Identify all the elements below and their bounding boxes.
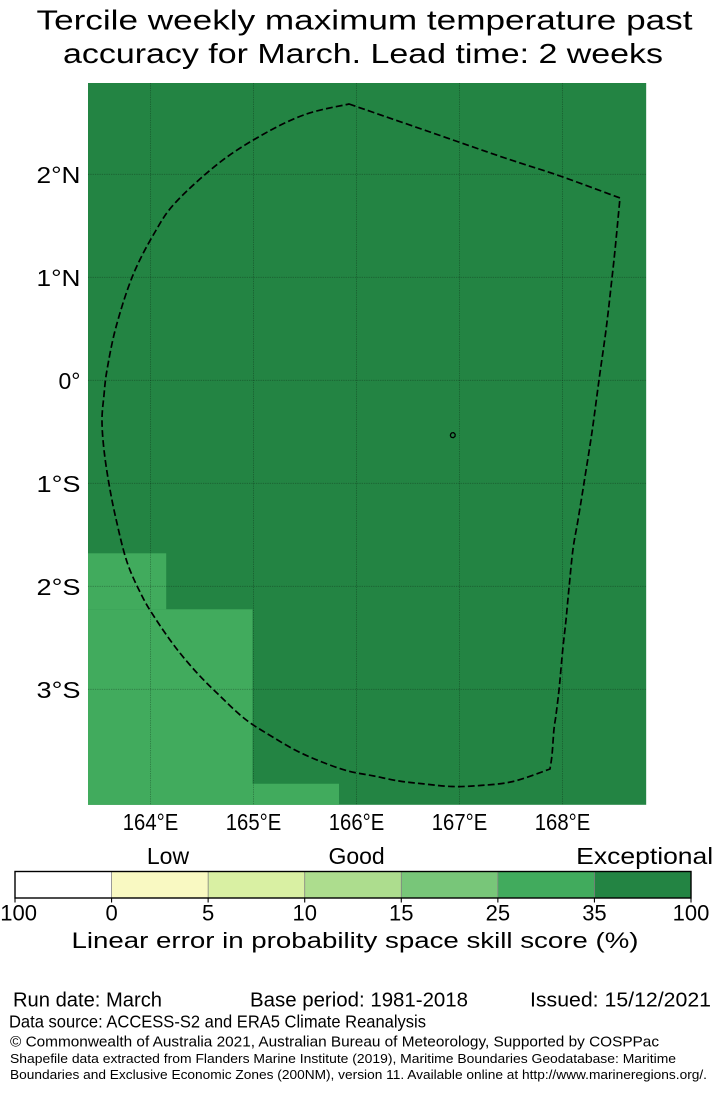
svg-text:Issued: 15/12/2021: Issued: 15/12/2021	[530, 990, 711, 1012]
svg-text:0°: 0°	[59, 368, 81, 394]
svg-text:Good: Good	[328, 843, 384, 869]
svg-text:Boundaries and Exclusive Econo: Boundaries and Exclusive Economic Zones …	[10, 1067, 707, 1082]
svg-text:Base period: 1981-2018: Base period: 1981-2018	[250, 990, 468, 1012]
svg-text:5: 5	[202, 901, 214, 926]
svg-text:Linear error in probability sp: Linear error in probability space skill …	[72, 928, 639, 953]
svg-text:Run date: March: Run date: March	[13, 990, 162, 1012]
svg-text:2°S: 2°S	[37, 574, 81, 600]
svg-text:2°N: 2°N	[37, 162, 81, 188]
svg-text:0: 0	[105, 901, 117, 926]
svg-text:10: 10	[292, 901, 316, 926]
svg-text:164°E: 164°E	[123, 809, 179, 835]
svg-text:167°E: 167°E	[432, 809, 488, 835]
svg-text:Shapefile data extracted from: Shapefile data extracted from Flanders M…	[10, 1051, 676, 1066]
svg-text:accuracy for March. Lead time:: accuracy for March. Lead time: 2 weeks	[63, 38, 663, 69]
svg-text:15: 15	[389, 901, 413, 926]
svg-text:25: 25	[486, 901, 510, 926]
svg-text:1°N: 1°N	[37, 265, 81, 291]
svg-text:168°E: 168°E	[535, 809, 591, 835]
svg-text:165°E: 165°E	[226, 809, 282, 835]
svg-text:166°E: 166°E	[329, 809, 385, 835]
svg-text:3°S: 3°S	[37, 677, 81, 703]
svg-text:Tercile weekly maximum tempera: Tercile weekly maximum temperature past	[37, 5, 693, 36]
svg-text:1°S: 1°S	[37, 471, 81, 497]
svg-text:-100: -100	[0, 901, 37, 926]
svg-text:Data source: ACCESS-S2 and ERA: Data source: ACCESS-S2 and ERA5 Climate …	[9, 1011, 426, 1031]
svg-text:© Commonwealth of Australia 20: © Commonwealth of Australia 2021, Austra…	[10, 1033, 659, 1050]
svg-text:100: 100	[673, 901, 710, 926]
svg-text:Low: Low	[147, 843, 190, 869]
svg-text:Exceptional: Exceptional	[576, 843, 713, 869]
svg-text:35: 35	[582, 901, 606, 926]
